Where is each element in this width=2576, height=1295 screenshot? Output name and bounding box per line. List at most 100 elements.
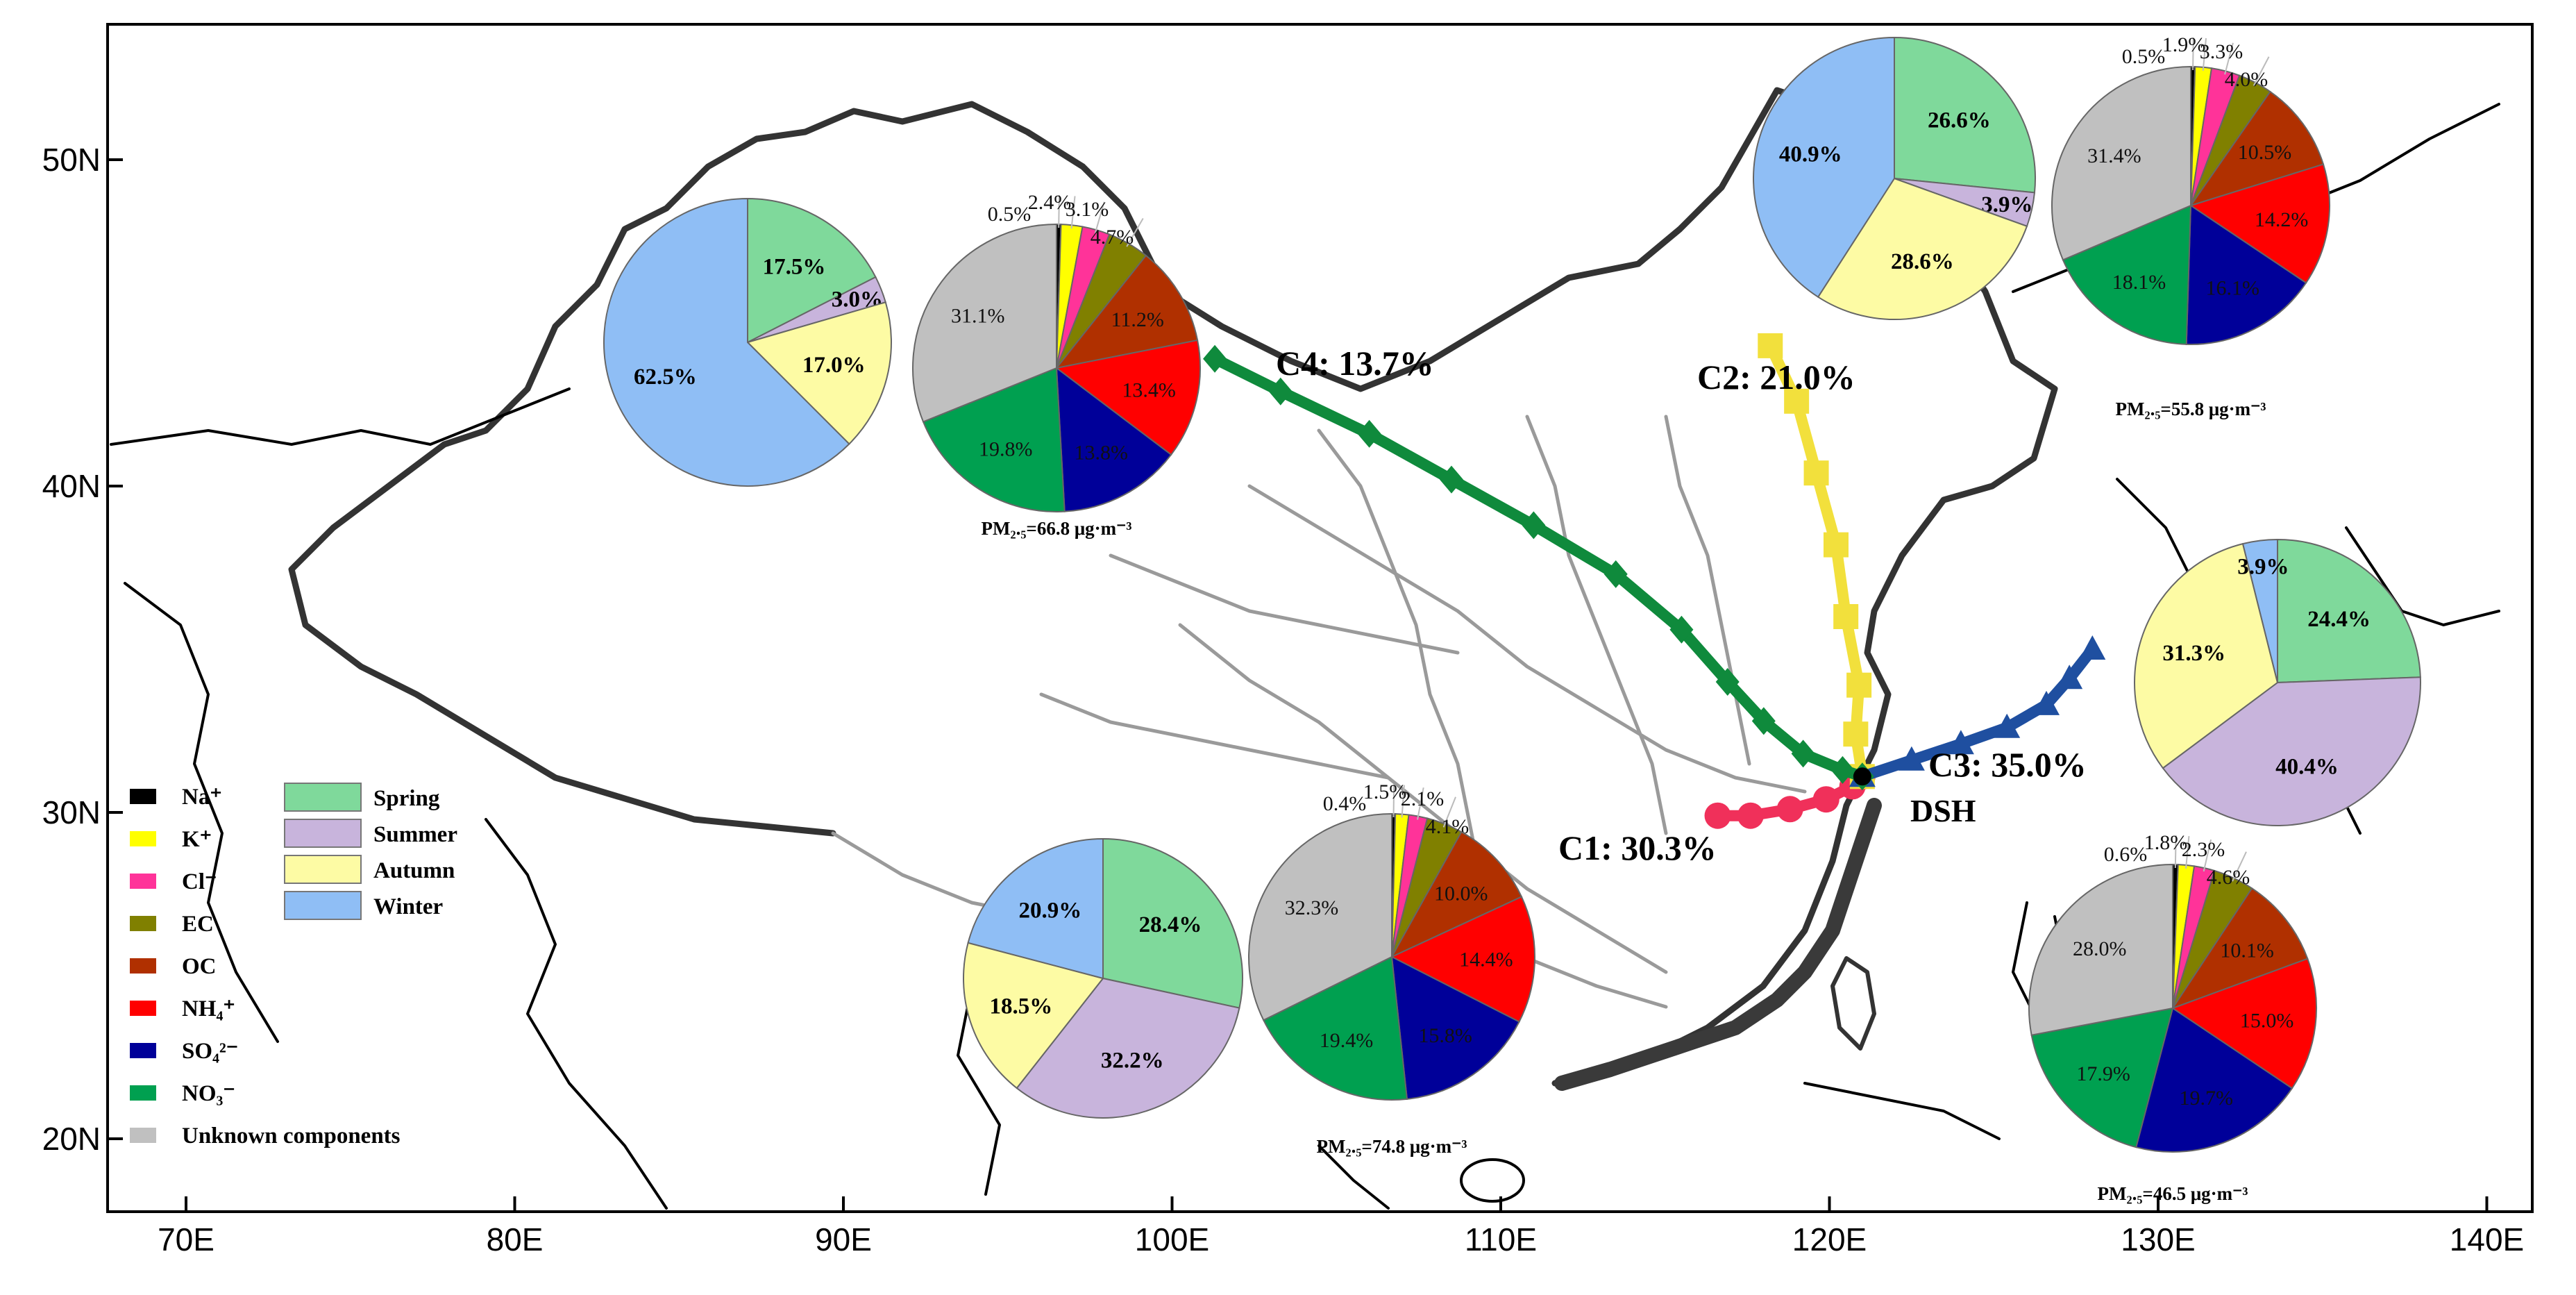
site-label: DSH [1910,793,1976,828]
pie-value-label: 62.5% [634,365,697,390]
pie-value-label: 32.2% [1101,1048,1164,1073]
pie-leader-line [2192,37,2194,71]
pie-value-label: 0.6% [2104,843,2148,866]
pm25-label: PM₂.₅=66.8 μg·m⁻³ [982,518,1132,539]
trajectory-marker [1791,740,1815,768]
pie-leader-line [1070,196,1076,229]
pie-value-label: 31.3% [2162,641,2225,666]
pie-value-label: 3.9% [2237,554,2289,579]
pie-slice-summer [1016,977,1240,1119]
pie-value-label: 15.8% [1418,1024,1472,1047]
pie-slice-no [1262,955,1408,1101]
legend: Na⁺ K⁺ Cl⁻ EC OC NH₄⁺ SO₄²⁻ NO₃⁻ Unknown compone… [130,783,457,1148]
pie-value-label: 40.9% [1779,142,1842,167]
pie-slice-autumn [1817,177,2028,320]
pie-slice-so [2135,1007,2293,1153]
pie-value-label: 14.4% [1459,949,1513,971]
pie-slice-winter [1753,36,1895,299]
trajectory-marker [1830,755,1855,784]
pie-value-label: 18.1% [2112,271,2166,294]
trajectory-marker [1994,713,2021,738]
trajectory-marker [1947,730,1974,755]
trajectory-label-c4: C4: 13.7% [1276,344,1434,383]
lon-tick-label: 90E [815,1221,872,1258]
lon-tick-label: 70E [158,1221,214,1258]
pie-leader-line [1126,217,1144,247]
legend-season-label: Spring [373,786,440,811]
legend-label: SO₄²⁻ [182,1039,238,1064]
pie-leader-line [2202,37,2207,71]
pie-value-label: 28.0% [2073,937,2127,960]
trajectory-label-c1: C1: 30.3% [1558,828,1717,867]
site-marker: DSH [1853,767,1976,828]
legend-label: K⁺ [182,827,212,852]
pie-slice-no [2062,204,2192,345]
pie-leader-line [1392,785,1395,818]
pie-value-label: 1.5% [1363,780,1407,803]
pie-value-label: 2.3% [2182,838,2225,861]
lon-tick-label: 100E [1135,1221,1209,1258]
pie-leader-line [2253,56,2270,86]
pie-slice-autumn [2134,542,2279,769]
pie-value-label: 13.8% [1075,442,1129,465]
trajectory-marker [1669,615,1694,644]
lat-tick-label: 50N [42,142,101,178]
legend-swatch [130,831,156,846]
pie-value-label: 17.9% [2076,1062,2130,1085]
trajectory-layer [1203,333,2106,829]
pie-leader-line [2185,836,2190,869]
lon-tick-label: 110E [1465,1221,1537,1258]
trajectory-marker [1704,802,1731,829]
pie-slice-nh [2171,958,2317,1089]
trajectory-marker [1823,532,1849,558]
legend-season-swatch [284,783,362,812]
legend-swatch [130,789,156,804]
legend-swatch [130,1085,156,1101]
legend-swatch [130,916,156,931]
pm25-label: PM₂.₅=55.8 μg·m⁻³ [2116,399,2266,419]
pie-slice-spring [1894,36,2036,194]
lon-tick-label: 120E [1792,1221,1867,1258]
pie-leader-line [2174,835,2177,869]
pie-value-label: 26.6% [1928,108,1991,133]
pie-slice-spring [2277,538,2421,684]
legend-label: EC [182,912,214,937]
pie-value-label: 3.3% [2200,40,2244,63]
pie-value-label: 15.0% [2240,1009,2294,1032]
legend-season-label: Summer [373,822,457,847]
pie-slice-autumn [746,301,892,445]
taiwan-island [1830,956,1876,1051]
pie-leader-line [2224,42,2234,75]
trajectory-marker [2033,690,2060,715]
lon-tick-label: 140E [2450,1221,2524,1258]
pie-c1-season: 28.4% 32.2% 18.5% 20.9% [963,837,1243,1119]
lon-tick-label: 130E [2121,1221,2195,1258]
pie-value-label: 28.4% [1139,912,1202,937]
pie-value-label: 1.8% [2144,831,2188,854]
pie-value-label: 40.4% [2275,754,2339,779]
hainan-island [1460,1158,1525,1203]
pie-slice-nh [1054,339,1201,456]
trajectory-marker [1603,560,1628,588]
pie-value-label: 19.4% [1320,1029,1374,1052]
trajectory-marker [1803,460,1829,486]
pie-value-label: 4.0% [2225,68,2268,91]
pie-slice-unknowncomponents [2051,65,2191,261]
legend-label: Cl⁻ [182,869,217,894]
pie-c2-components: 0.5%1.9%3.3% 4.0% 10.5% 14.2% 16.1% 18.1% 31.4… [2051,33,2330,419]
trajectory-marker [1784,388,1810,414]
legend-swatch [130,1043,156,1058]
pie-slice-unknowncomponents [1248,812,1392,1021]
lat-tick-label: 30N [42,794,101,830]
trajectory-marker [1751,707,1776,735]
legend-swatch [130,874,156,889]
legend-swatch [130,958,156,974]
pie-value-label: 32.3% [1285,896,1339,919]
pie-c1-components: 0.4%1.5%2.1%4.1%10.0%14.4%15.8%19.4%32.3… [1248,780,1535,1157]
pie-leader-line [1442,796,1456,828]
pie-value-label: 2.1% [1401,787,1445,810]
pie-slice-no [922,367,1066,512]
pie-value-label: 13.4% [1122,379,1176,402]
trajectory-marker [2079,635,2106,660]
trajectory-marker [2056,665,2083,690]
